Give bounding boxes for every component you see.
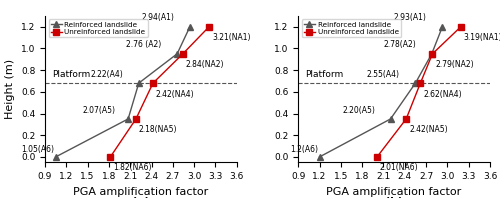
Text: 2.79(NA2): 2.79(NA2) xyxy=(436,60,474,69)
Y-axis label: Height (m): Height (m) xyxy=(6,59,16,119)
Text: 2.01(NA6): 2.01(NA6) xyxy=(380,163,418,172)
Text: 1.82(NA6): 1.82(NA6) xyxy=(113,163,152,172)
Legend: Reinforced landslide, Unreinforced landslide: Reinforced landslide, Unreinforced lands… xyxy=(48,19,148,37)
Text: 2.18(NA5): 2.18(NA5) xyxy=(139,126,177,134)
Legend: Reinforced landslide, Unreinforced landslide: Reinforced landslide, Unreinforced lands… xyxy=(302,19,401,37)
Text: 2.62(NA4): 2.62(NA4) xyxy=(423,90,462,99)
Title: (a): (a) xyxy=(132,197,150,198)
Text: 2.22(A4): 2.22(A4) xyxy=(90,70,123,79)
Text: 3.19(NA1): 3.19(NA1) xyxy=(464,33,500,42)
Text: 2.20(A5): 2.20(A5) xyxy=(342,106,375,115)
Text: 2.93(A1): 2.93(A1) xyxy=(394,13,427,22)
Text: 2.78(A2): 2.78(A2) xyxy=(384,40,416,50)
Text: Platform: Platform xyxy=(52,70,90,79)
Text: 1.2(A6): 1.2(A6) xyxy=(290,145,318,154)
Title: (b): (b) xyxy=(385,197,403,198)
Text: 2.76 (A2): 2.76 (A2) xyxy=(126,40,162,50)
Text: 2.55(A4): 2.55(A4) xyxy=(367,70,400,79)
Text: 1.05(A6): 1.05(A6) xyxy=(21,145,54,154)
X-axis label: PGA amplification factor: PGA amplification factor xyxy=(74,187,208,197)
Text: 2.94(A1): 2.94(A1) xyxy=(142,13,174,22)
Text: Platform: Platform xyxy=(306,70,344,79)
Text: 2.84(NA2): 2.84(NA2) xyxy=(186,60,224,69)
Text: 2.07(A5): 2.07(A5) xyxy=(82,106,116,115)
Text: 3.21(NA1): 3.21(NA1) xyxy=(212,33,250,42)
Text: 2.42(NA5): 2.42(NA5) xyxy=(409,126,448,134)
X-axis label: PGA amplification factor: PGA amplification factor xyxy=(326,187,462,197)
Text: 2.42(NA4): 2.42(NA4) xyxy=(156,90,194,99)
